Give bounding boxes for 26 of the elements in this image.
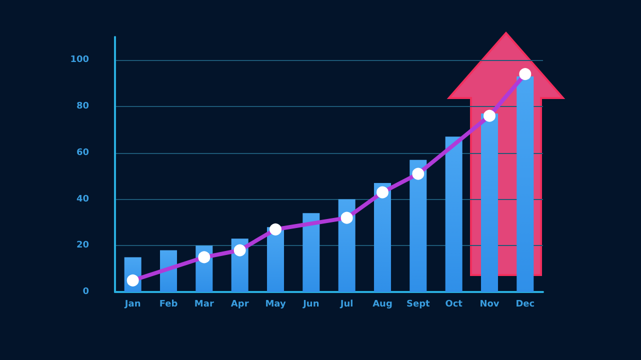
bar xyxy=(481,114,498,292)
bar xyxy=(338,199,356,292)
y-tick-label: 20 xyxy=(76,240,89,251)
x-tick-label: Dec xyxy=(516,300,535,310)
x-tick-label: Feb xyxy=(159,300,178,310)
x-tick-label: Apr xyxy=(230,300,250,310)
x-tick-label: Aug xyxy=(372,300,392,310)
y-tick-label: 60 xyxy=(76,148,89,158)
bar xyxy=(267,227,284,292)
x-tick-label: Nov xyxy=(480,300,500,310)
y-tick-label: 40 xyxy=(76,194,89,204)
y-tick-label: 100 xyxy=(70,55,89,66)
bar xyxy=(302,213,320,292)
x-tick-label: Jul xyxy=(339,300,354,310)
bar xyxy=(410,160,427,292)
x-tick-label: Jun xyxy=(302,300,320,310)
x-tick-label: May xyxy=(265,300,286,310)
bar xyxy=(374,183,391,292)
x-tick-label: Jan xyxy=(124,300,141,310)
x-tick-label: Oct xyxy=(445,300,464,310)
x-tick-label: Mar xyxy=(194,300,214,310)
bar xyxy=(516,76,534,292)
x-tick-label: Sept xyxy=(406,300,431,310)
bar xyxy=(445,136,462,292)
y-tick-label: 0 xyxy=(82,287,89,297)
y-tick-label: 80 xyxy=(76,102,89,112)
